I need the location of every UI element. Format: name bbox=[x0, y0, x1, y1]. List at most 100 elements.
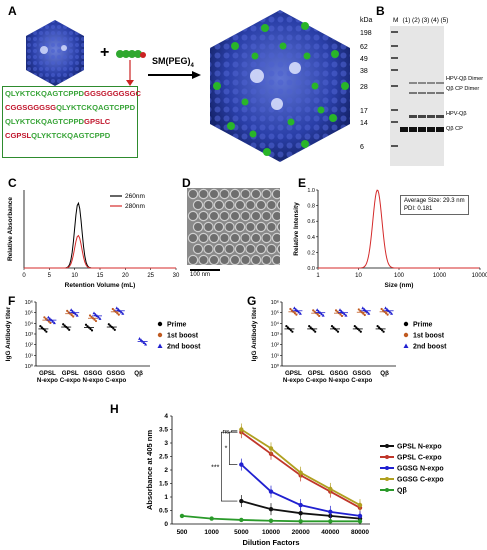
vlp-particle bbox=[255, 243, 267, 255]
vlp-particle bbox=[240, 232, 251, 244]
gel-band bbox=[409, 127, 417, 132]
vlp-particle bbox=[250, 254, 262, 265]
marker-label: 17 bbox=[360, 108, 368, 115]
legend-label: GGSG C-expo bbox=[397, 477, 444, 484]
data-point bbox=[116, 307, 120, 311]
marker-band bbox=[391, 45, 398, 47]
titer-chart-f: 10⁰ 10¹ 10² 10³ 10⁴ 10⁵ 10⁶ IgG Antibody titer G… bbox=[5, 299, 201, 384]
vlp-particle bbox=[229, 254, 241, 265]
data-point bbox=[332, 326, 335, 329]
marker-band bbox=[391, 69, 398, 71]
data-point bbox=[111, 307, 114, 311]
data-point bbox=[88, 314, 92, 317]
vlp-particle bbox=[276, 200, 280, 210]
y-tick-label: 3.5 bbox=[159, 427, 168, 434]
data-point bbox=[139, 338, 143, 342]
data-point bbox=[239, 462, 244, 467]
lane-label: (4) bbox=[431, 17, 439, 24]
vlp-particle bbox=[224, 243, 235, 255]
reaction-arrow-icon bbox=[148, 71, 201, 79]
data-point bbox=[340, 309, 343, 313]
vlp-particle bbox=[266, 199, 277, 211]
peptide-sequence-box: QLYKTCKQAGTCPPDGGSGGGGSGC CGGSGGGSGQLYKT… bbox=[2, 86, 141, 158]
marker-label: 28 bbox=[360, 84, 368, 91]
vlp-particle bbox=[219, 188, 230, 200]
x-tick-label: 15 bbox=[97, 273, 104, 279]
vlp-particle bbox=[192, 221, 204, 233]
legend-marker bbox=[385, 477, 389, 481]
data-point bbox=[357, 519, 363, 524]
panel-e-label: E bbox=[298, 176, 307, 190]
y-tick-label: 10³ bbox=[25, 332, 33, 338]
dls-chart: 1 10 100 1000 10000 0.0 0.2 0.4 0.6 0.8 1.0 Size (n… bbox=[293, 188, 487, 289]
data-point bbox=[338, 308, 342, 312]
elisa-chart: 0 0.5 1 1.5 2 2.5 3 3.5 4 500 1000 5000 10000 20000 40… bbox=[145, 413, 444, 547]
data-point bbox=[328, 519, 333, 524]
data-point bbox=[312, 309, 315, 312]
data-point bbox=[384, 306, 388, 310]
vlp-particle bbox=[261, 188, 272, 200]
vlp-particle bbox=[234, 243, 246, 255]
vlp-particle bbox=[208, 254, 220, 265]
category-label: N-expo bbox=[83, 377, 104, 384]
gel-band bbox=[409, 115, 417, 118]
legend-marker bbox=[403, 332, 409, 338]
y-tick-label: 10² bbox=[25, 343, 33, 349]
y-tick-label: 2.5 bbox=[159, 454, 168, 461]
gel-band bbox=[436, 115, 444, 118]
data-point bbox=[239, 517, 244, 523]
y-tick-label: 10² bbox=[271, 343, 279, 349]
marker-label: 6 bbox=[360, 144, 364, 151]
lane-label: (3) bbox=[422, 17, 430, 24]
data-point bbox=[93, 318, 96, 321]
data-point bbox=[357, 308, 360, 311]
data-point bbox=[121, 311, 125, 315]
marker-band bbox=[391, 31, 398, 33]
y-tick-label: 1.5 bbox=[159, 481, 168, 488]
data-point bbox=[328, 486, 333, 492]
vlp-particle bbox=[261, 210, 272, 222]
lane-label: M bbox=[393, 17, 398, 24]
vlp-particle bbox=[240, 210, 251, 222]
category-label: GPSL bbox=[285, 370, 302, 377]
data-point bbox=[298, 502, 303, 508]
data-point bbox=[286, 326, 289, 329]
data-point bbox=[116, 312, 119, 315]
data-point bbox=[209, 516, 214, 521]
x-tick-label: 80000 bbox=[351, 529, 369, 536]
y-tick-label: 0.8 bbox=[307, 204, 315, 210]
vlp-particle bbox=[187, 254, 199, 265]
vlp-particle bbox=[187, 188, 199, 200]
vlp-particle bbox=[208, 232, 220, 244]
data-point bbox=[344, 313, 348, 317]
dls-pdi: PDI: 0.181 bbox=[404, 206, 433, 212]
data-point bbox=[66, 327, 69, 330]
bracket-star bbox=[229, 431, 238, 465]
category-label: GPSL bbox=[308, 370, 325, 377]
tem-image bbox=[187, 188, 280, 265]
category-label: C-expo bbox=[105, 377, 126, 384]
vlp-particle bbox=[240, 254, 251, 265]
x-tick-label: 30 bbox=[173, 273, 180, 279]
legend-label: 2nd boost bbox=[167, 344, 201, 351]
x-axis-label: Dilution Factors bbox=[242, 538, 299, 547]
data-point bbox=[289, 329, 292, 332]
panel-h-label: H bbox=[110, 402, 119, 416]
x-tick-label: 1000 bbox=[204, 529, 219, 536]
data-point bbox=[107, 323, 110, 326]
data-point bbox=[355, 326, 358, 329]
vlp-particle bbox=[266, 243, 277, 255]
gel-band bbox=[427, 127, 435, 132]
annotation-three-star: *** bbox=[211, 464, 219, 471]
legend-label: 2nd boost bbox=[413, 344, 447, 351]
data-point bbox=[359, 309, 362, 312]
band-label: HPV-Qβ bbox=[446, 111, 467, 117]
vlp-particle bbox=[255, 221, 267, 233]
vlp-particle bbox=[224, 199, 235, 211]
data-point bbox=[317, 309, 321, 313]
gel-band bbox=[418, 92, 426, 94]
data-point bbox=[308, 325, 311, 328]
peptide-icon bbox=[116, 50, 146, 86]
marker-label: 198 bbox=[360, 30, 372, 37]
vlp-particle bbox=[234, 199, 246, 211]
